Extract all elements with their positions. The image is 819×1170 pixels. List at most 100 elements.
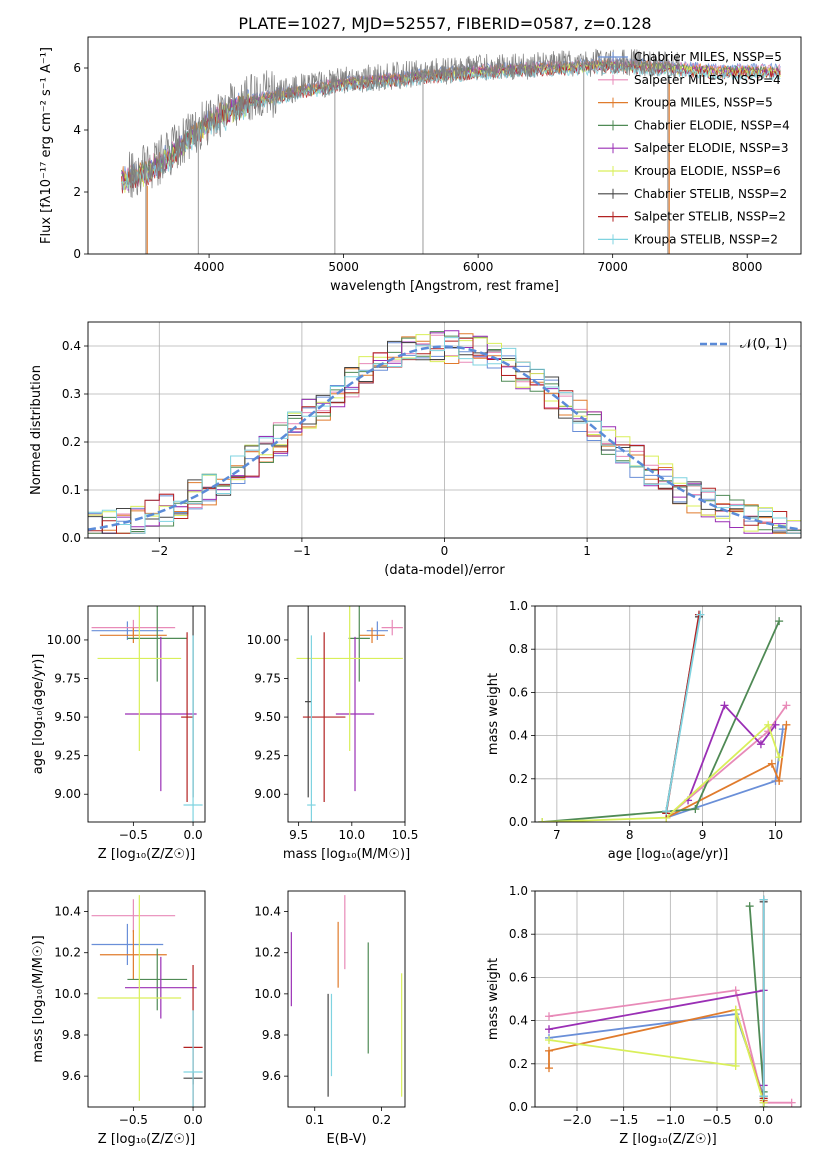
- weight-marker: [782, 720, 791, 729]
- weight-marker: [771, 720, 780, 729]
- x-tick-label: −1.5: [609, 1113, 638, 1127]
- y-tick-label: 0.8: [509, 927, 528, 941]
- error-bar-point: [97, 895, 182, 1101]
- y-tick-label: 9.25: [254, 749, 281, 763]
- error-bar-point: [183, 1010, 203, 1107]
- legend-entry: Kroupa MILES, NSSP=5: [598, 96, 773, 110]
- weight-marker: [731, 986, 740, 995]
- legend-label: Chabrier ELODIE, NSSP=4: [634, 118, 790, 132]
- y-tick-label: 9.50: [54, 710, 81, 724]
- error-bar-point: [99, 627, 167, 644]
- y-tick-label: 9.8: [262, 1028, 281, 1042]
- axes-frame: [87, 36, 802, 255]
- axes-frame: [87, 605, 206, 823]
- legend-entry: Kroupa ELODIE, NSSP=6: [598, 164, 781, 178]
- x-tick-label: 7000: [597, 260, 628, 274]
- figure-title: PLATE=1027, MJD=52557, FIBERID=0587, z=0…: [238, 14, 651, 33]
- weight-marker: [662, 807, 671, 816]
- error-bar-point: [381, 619, 403, 636]
- axes-frame: [87, 890, 206, 1108]
- x-axis-label: mass [log₁₀(M/M☉)]: [283, 847, 410, 862]
- age-vs-mass-panel: 9.5 10.0 10.5 9.00 9.25 9.50 9.75 10.00 mass [lo…: [247, 605, 419, 862]
- weight-marker: [745, 902, 754, 911]
- weight-marker: [775, 617, 784, 626]
- legend-entry: Kroupa STELIB, NSSP=2: [598, 232, 778, 246]
- plot-area: [88, 330, 801, 534]
- y-tick-label: 9.00: [54, 787, 81, 801]
- weight-marker: [538, 818, 547, 822]
- legend-entry: Chabrier ELODIE, NSSP=4: [598, 118, 790, 132]
- error-bar-point: [127, 606, 188, 682]
- weight-line: [548, 1009, 765, 1103]
- x-tick-label: −1: [293, 544, 311, 558]
- y-tick-label: 10.00: [247, 633, 281, 647]
- error-bar-point: [366, 621, 388, 640]
- x-tick-label: 9: [699, 828, 707, 842]
- y-tick-label: 0.0: [509, 1100, 528, 1114]
- axes-frame: [287, 605, 406, 823]
- x-tick-label: −0.5: [119, 828, 148, 842]
- weight-marker: [545, 1025, 553, 1034]
- y-tick-label: 1.0: [509, 884, 528, 898]
- legend: 𝒩(0, 1): [700, 337, 787, 352]
- x-tick-label: −2.0: [562, 1113, 591, 1127]
- error-bar-point: [181, 632, 194, 802]
- legend-label: Kroupa STELIB, NSSP=2: [634, 232, 778, 246]
- x-axis-label: wavelength [Angstrom, rest frame]: [330, 279, 559, 294]
- y-tick-label: 0.0: [62, 531, 81, 545]
- x-tick-label: 10.0: [338, 828, 365, 842]
- y-tick-label: 0.4: [62, 339, 81, 353]
- histogram-step: [88, 340, 801, 534]
- weight-marker: [696, 610, 705, 619]
- x-axis-label: age [log₁₀(age/yr)]: [608, 847, 729, 862]
- legend-entry: Salpeter STELIB, NSSP=2: [598, 210, 786, 224]
- y-tick-label: 6: [73, 61, 81, 75]
- weight-marker: [764, 720, 773, 729]
- y-tick-label: 9.8: [62, 1028, 81, 1042]
- y-tick-label: 1.0: [509, 599, 528, 613]
- weight-marker: [782, 701, 791, 710]
- axes-frame: [534, 605, 802, 823]
- weight-line: [687, 703, 777, 801]
- error-bar-point: [91, 899, 176, 933]
- y-tick-label: 0: [73, 247, 81, 261]
- y-tick-label: 9.6: [262, 1069, 281, 1083]
- y-tick-label: 0.3: [62, 387, 81, 401]
- x-tick-label: −2: [150, 544, 168, 558]
- weight-marker: [775, 753, 784, 762]
- y-tick-label: 10.2: [254, 946, 281, 960]
- y-tick-label: 9.00: [254, 787, 281, 801]
- legend-label: Kroupa ELODIE, NSSP=6: [634, 164, 781, 178]
- x-tick-label: 0.0: [184, 1113, 203, 1127]
- x-tick-label: 8000: [732, 260, 763, 274]
- y-axis-label: mass weight: [486, 673, 501, 755]
- error-bar-point: [127, 948, 188, 1011]
- weight-marker: [545, 1064, 553, 1073]
- error-bar-point: [99, 930, 167, 980]
- weight-marker: [756, 740, 765, 749]
- x-tick-label: 8: [626, 828, 634, 842]
- error-bar-point: [296, 606, 403, 752]
- x-tick-label: 9.5: [289, 828, 308, 842]
- legend-entry: Salpeter MILES, NSSP=4: [598, 73, 781, 87]
- y-tick-label: 10.0: [54, 987, 81, 1001]
- x-tick-label: 2: [726, 544, 734, 558]
- error-bar-point: [359, 627, 385, 644]
- y-tick-label: 2: [73, 185, 81, 199]
- weight-vs-metallicity-panel: −2.0 −1.5 −1.0 −0.5 0.0 0.0 0.2 0.4 0.6 0.8 1.0 Z […: [486, 884, 802, 1147]
- x-tick-label: 10: [768, 828, 783, 842]
- legend-label: Chabrier MILES, NSSP=5: [634, 50, 782, 64]
- x-tick-label: −0.5: [702, 1113, 731, 1127]
- weight-marker: [775, 776, 784, 785]
- x-tick-label: 0.0: [754, 1113, 773, 1127]
- x-tick-label: 7: [553, 828, 561, 842]
- legend-label: 𝒩(0, 1): [740, 337, 787, 352]
- x-tick-label: 10.5: [392, 828, 419, 842]
- plot-area: [545, 895, 796, 1107]
- weight-line: [665, 614, 702, 812]
- error-bar-point: [91, 621, 164, 640]
- spectrum-panel: 4000 5000 6000 7000 8000 0 2 4 6 wavelength [Angs…: [39, 36, 802, 294]
- axes-frame: [534, 890, 802, 1108]
- y-tick-label: 0.4: [509, 1014, 528, 1028]
- y-tick-label: 0.8: [509, 642, 528, 656]
